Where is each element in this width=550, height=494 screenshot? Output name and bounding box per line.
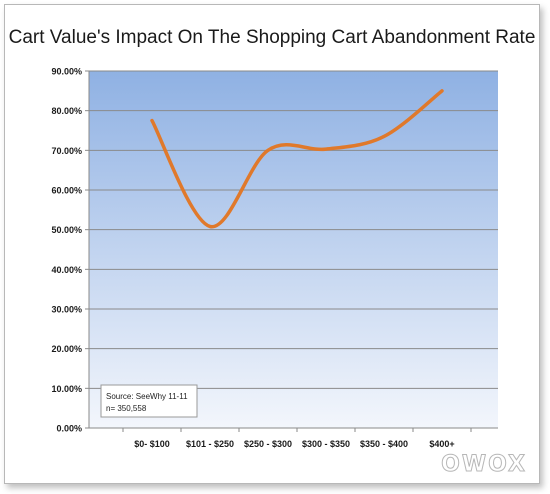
- chart-frame: Cart Value's Impact On The Shopping Cart…: [4, 4, 540, 484]
- plot-area: [89, 71, 498, 428]
- x-tick-label: $0- $100: [134, 439, 170, 449]
- series-line: [150, 89, 444, 229]
- x-tick-label: $250 - $300: [244, 439, 292, 449]
- y-tick-label: 90.00%: [51, 67, 82, 77]
- y-axis-ticks: 0.00% 10.00% 20.00% 30.00% 40.00% 50.00% 60.00…: [51, 67, 89, 434]
- y-tick-label: 40.00%: [51, 265, 82, 275]
- y-tick-label: 10.00%: [51, 384, 82, 394]
- y-tick-label: 20.00%: [51, 344, 82, 354]
- x-axis-ticks: $0- $100 $101 - $250 $250 - $300 $300 - $35…: [122, 428, 472, 449]
- gridlines: [89, 70, 498, 389]
- y-tick-label: 30.00%: [51, 305, 82, 315]
- watermark-logo: OWOX: [441, 452, 527, 478]
- chart-canvas: 0.00% 10.00% 20.00% 30.00% 40.00% 50.00% 60.00…: [51, 67, 498, 449]
- x-tick-label: $400+: [429, 439, 454, 449]
- x-tick-label: $101 - $250: [186, 439, 234, 449]
- x-tick-label: $350 - $400: [360, 439, 408, 449]
- y-tick-label: 0.00%: [56, 424, 82, 434]
- y-tick-label: 60.00%: [51, 186, 82, 196]
- source-line-1: Source: SeeWhy 11-11: [106, 392, 188, 401]
- chart-title: Cart Value's Impact On The Shopping Cart…: [8, 27, 536, 48]
- x-tick-label: $300 - $350: [302, 439, 350, 449]
- source-line-2: n= 350,558: [106, 404, 147, 413]
- y-tick-label: 70.00%: [51, 146, 82, 156]
- source-box: Source: SeeWhy 11-11 n= 350,558: [100, 384, 198, 418]
- y-tick-label: 80.00%: [51, 106, 82, 116]
- y-tick-label: 50.00%: [51, 225, 82, 235]
